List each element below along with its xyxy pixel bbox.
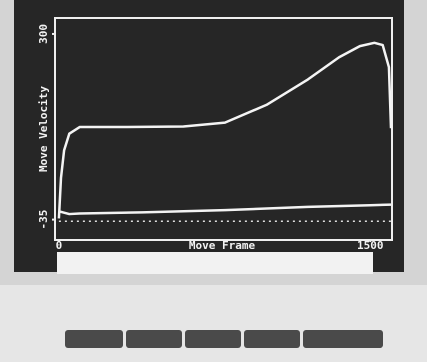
- button[interactable]: [244, 330, 300, 348]
- x-tick-label: 1500: [357, 239, 384, 252]
- y-tick-label: -35: [37, 210, 50, 230]
- button[interactable]: [185, 330, 241, 348]
- x-tick-label: 0: [56, 239, 63, 252]
- button[interactable]: [65, 330, 123, 348]
- y-axis-label: Move Velocity: [37, 86, 50, 172]
- panel: [0, 285, 427, 362]
- button[interactable]: [303, 330, 383, 348]
- chart: Move Frame Move Velocity -35 300 0 1500: [0, 0, 427, 362]
- screen: [14, 0, 404, 272]
- status-bar: [57, 252, 373, 274]
- screen-photo: Move Frame Move Velocity -35 300 0 1500: [0, 0, 427, 362]
- y-tick-label: 300: [37, 24, 50, 44]
- button[interactable]: [126, 330, 182, 348]
- x-axis-label: Move Frame: [189, 239, 256, 252]
- button-row: [65, 330, 383, 348]
